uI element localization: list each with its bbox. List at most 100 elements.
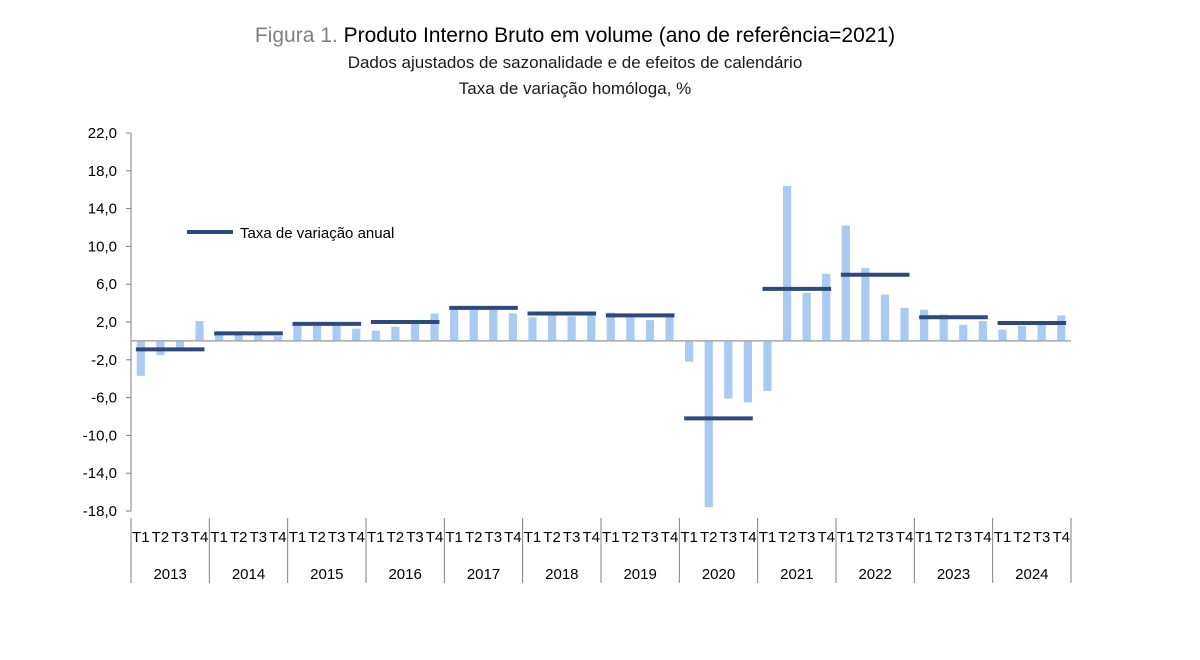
bar-quarterly (234, 332, 243, 341)
quarter-label: T1 (759, 529, 777, 546)
quarter-label: T3 (955, 529, 973, 546)
bar-quarterly (371, 330, 380, 341)
bar-quarterly (195, 321, 204, 341)
bar-quarterly (489, 309, 498, 341)
year-label: 2020 (702, 566, 735, 583)
quarter-label: T2 (387, 529, 405, 546)
quarter-label: T3 (328, 529, 346, 546)
quarter-label: T4 (661, 529, 679, 546)
bar-quarterly (528, 317, 537, 341)
bar-quarterly (880, 294, 890, 341)
bar-quarterly (861, 268, 870, 341)
quarter-label: T4 (896, 529, 914, 546)
bar-quarterly (254, 335, 263, 341)
bar-quarterly (508, 313, 517, 341)
y-tick-label: -18,0 (83, 503, 117, 520)
bar-quarterly (822, 273, 831, 341)
chart-subtitle-unit: Taxa de variação homóloga, % (458, 79, 692, 98)
quarter-label: T2 (230, 529, 248, 546)
bar-quarterly (920, 309, 929, 341)
quarter-label: T1 (837, 529, 855, 546)
quarter-label: T2 (857, 529, 875, 546)
quarter-label: T3 (250, 529, 268, 546)
bar-quarterly (724, 340, 733, 399)
year-label: 2018 (545, 566, 578, 583)
y-tick-label: -10,0 (83, 427, 117, 444)
bar-quarterly (391, 326, 400, 341)
y-tick-label: 10,0 (88, 238, 117, 255)
quarter-label: T4 (817, 529, 835, 546)
year-label: 2014 (232, 566, 265, 583)
quarter-label: T3 (720, 529, 738, 546)
year-label: 2019 (623, 566, 656, 583)
bar-quarterly (978, 321, 987, 341)
quarter-label: T4 (347, 529, 365, 546)
quarter-label: T2 (700, 529, 718, 546)
year-label: 2023 (937, 566, 970, 583)
y-tick-label: -6,0 (91, 390, 117, 407)
quarter-label: T4 (974, 529, 992, 546)
quarter-label: T3 (171, 529, 189, 546)
y-tick-label: 18,0 (88, 163, 117, 180)
y-tick-label: -14,0 (83, 465, 117, 482)
bar-quarterly (136, 340, 145, 376)
quarter-label: T3 (798, 529, 816, 546)
bar-quarterly (450, 305, 459, 341)
year-label: 2024 (1015, 566, 1048, 583)
chart-subtitle-adjustment: Dados ajustados de sazonalidade e de efe… (347, 53, 803, 72)
bar-quarterly (1057, 315, 1066, 341)
bar-quarterly (430, 313, 439, 341)
quarter-label: T1 (132, 529, 150, 546)
bar-quarterly (410, 320, 420, 341)
figure-title: Produto Interno Bruto em volume (ano de … (343, 24, 896, 47)
quarter-label: T2 (778, 529, 796, 546)
quarter-label: T4 (739, 529, 757, 546)
quarter-label: T1 (445, 529, 463, 546)
quarter-label: T3 (485, 529, 503, 546)
bar-quarterly (782, 185, 792, 341)
quarter-label: T3 (406, 529, 424, 546)
year-label: 2021 (780, 566, 813, 583)
quarter-label: T3 (641, 529, 659, 546)
quarter-label: T1 (289, 529, 307, 546)
quarter-label: T3 (876, 529, 894, 546)
bar-quarterly (900, 307, 909, 341)
bar-quarterly (215, 331, 224, 341)
year-label: 2016 (388, 566, 421, 583)
y-tick-label: 6,0 (96, 276, 117, 293)
quarter-label: T4 (191, 529, 209, 546)
quarter-label: T2 (1013, 529, 1031, 546)
bar-quarterly (645, 320, 655, 341)
year-label: 2015 (310, 566, 343, 583)
year-label: 2013 (153, 566, 186, 583)
quarter-label: T1 (210, 529, 228, 546)
quarter-label: T2 (543, 529, 561, 546)
bar-quarterly (332, 325, 341, 341)
bar-quarterly (743, 340, 752, 403)
quarter-label: T3 (1033, 529, 1051, 546)
bar-quarterly (704, 340, 713, 508)
bar-quarterly (1037, 323, 1046, 341)
quarter-label: T1 (367, 529, 385, 546)
bar-quarterly (175, 340, 185, 349)
bar-quarterly (665, 316, 674, 341)
bar-quarterly (587, 315, 596, 341)
bar-quarterly (763, 340, 772, 391)
bar-quarterly (959, 324, 968, 341)
quarter-label: T1 (524, 529, 542, 546)
quarter-label: T2 (622, 529, 640, 546)
y-tick-label: 14,0 (88, 201, 117, 218)
bar-quarterly (312, 325, 322, 341)
y-tick-label: 22,0 (88, 125, 117, 142)
quarter-label: T1 (602, 529, 620, 546)
quarter-label: T2 (308, 529, 326, 546)
bar-quarterly (469, 309, 478, 341)
figure-label: Figura 1. (254, 24, 338, 47)
quarter-label: T4 (582, 529, 600, 546)
bar-quarterly (567, 316, 576, 341)
quarter-label: T3 (563, 529, 581, 546)
bar-quarterly (626, 317, 635, 341)
bar-quarterly (273, 336, 282, 341)
year-label: 2017 (467, 566, 500, 583)
